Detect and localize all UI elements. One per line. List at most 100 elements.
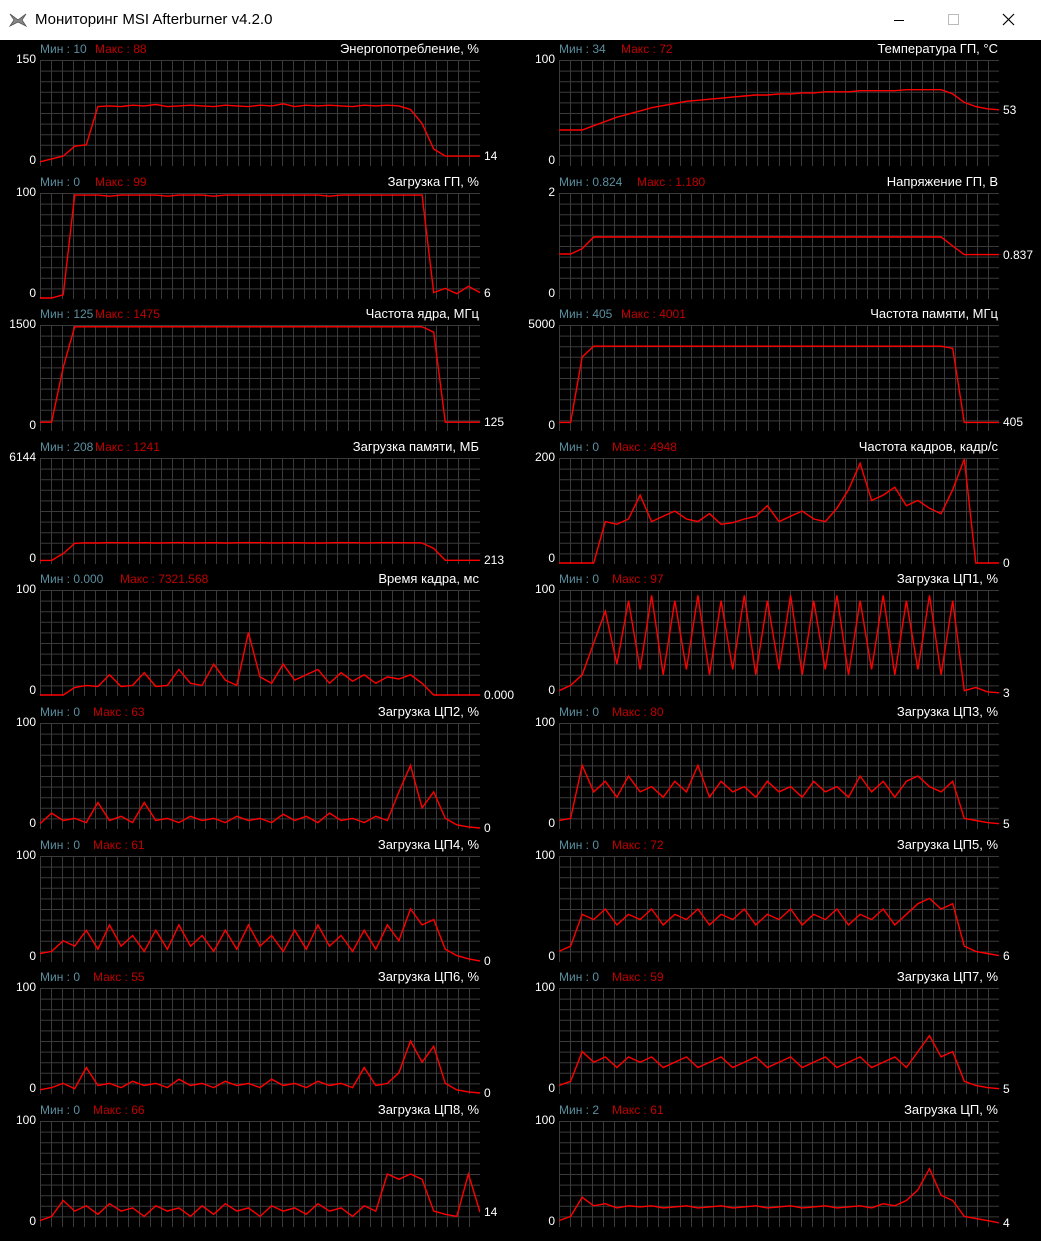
graph-min-label: Мин : 0	[40, 705, 81, 719]
graph-current-value: 5	[1003, 1081, 1010, 1096]
graph-current-value: 0.000	[484, 688, 515, 702]
minimize-button[interactable]	[876, 0, 922, 40]
close-icon	[1002, 13, 1015, 26]
graph-min-label: Мин : 10	[40, 42, 87, 56]
graph-min-label: Мин : 405	[559, 307, 613, 321]
graph-plot	[40, 988, 480, 1094]
graph-min-label: Мин : 0	[559, 572, 600, 586]
graph-title: Загрузка ЦП, %	[904, 1102, 998, 1117]
graph-current-value: 3	[1003, 685, 1010, 700]
graph-panel[interactable]: Мин : 34 Макс : 72 Температура ГП, °С 10…	[520, 40, 1040, 173]
graph-panel[interactable]: Мин : 0 Макс : 97 Загрузка ЦП1, % 100 0 …	[520, 570, 1040, 703]
graph-plot	[559, 590, 999, 696]
graph-panel[interactable]: Мин : 10 Макс : 88 Энергопотребление, % …	[0, 40, 520, 173]
graph-y-max: 6144	[9, 450, 36, 464]
graph-min-label: Мин : 0	[40, 838, 81, 852]
graph-title: Частота кадров, кадр/с	[858, 439, 998, 454]
graph-y-max: 100	[534, 980, 555, 994]
graph-y-min: 0	[548, 949, 555, 963]
graph-panel[interactable]: Мин : 0 Макс : 80 Загрузка ЦП3, % 100 0 …	[520, 703, 1040, 836]
graph-min-label: Мин : 2	[559, 1103, 600, 1117]
graph-max-label: Макс : 72	[612, 838, 664, 852]
graph-y-min: 0	[29, 551, 36, 565]
graph-min-label: Мин : 125	[40, 307, 94, 321]
graph-panel[interactable]: Мин : 405 Макс : 4001 Частота памяти, МГ…	[520, 305, 1040, 438]
graph-y-min: 0	[548, 683, 555, 697]
series-line	[40, 541, 480, 562]
graph-plot	[40, 723, 480, 829]
graph-plot	[40, 60, 480, 166]
graph-y-min: 0	[548, 418, 555, 432]
graph-current-value: 4	[1003, 1215, 1010, 1230]
graph-plot	[40, 193, 480, 299]
graph-panel[interactable]: Мин : 0 Макс : 66 Загрузка ЦП8, % 100 0 …	[0, 1101, 520, 1234]
graph-panel[interactable]: Мин : 0 Макс : 59 Загрузка ЦП7, % 100 0 …	[520, 968, 1040, 1101]
graph-panel[interactable]: Мин : 0 Макс : 4948 Частота кадров, кадр…	[520, 438, 1040, 571]
graph-plot	[40, 590, 480, 696]
series-line	[40, 1171, 480, 1222]
graph-title: Частота памяти, МГц	[870, 306, 998, 321]
maximize-button[interactable]	[930, 0, 976, 40]
graph-title: Загрузка ЦП7, %	[896, 969, 998, 984]
graph-current-value: 0	[484, 1086, 491, 1100]
graph-max-label: Макс : 66	[93, 1103, 145, 1117]
graph-min-label: Мин : 0	[40, 1103, 81, 1117]
graph-y-max: 5000	[528, 317, 555, 331]
graph-max-label: Макс : 88	[95, 42, 147, 56]
graph-title: Напряжение ГП, В	[886, 174, 998, 189]
graph-plot	[559, 988, 999, 1094]
graph-y-min: 0	[548, 816, 555, 830]
graph-max-label: Макс : 97	[612, 572, 664, 586]
graph-panel[interactable]: Мин : 0.824 Макс : 1.180 Напряжение ГП, …	[520, 173, 1040, 306]
graph-max-label: Макс : 1.180	[637, 175, 706, 189]
series-line	[40, 763, 480, 829]
graph-y-max: 100	[534, 1113, 555, 1127]
graph-y-max: 1500	[9, 317, 36, 331]
series-line	[559, 89, 999, 131]
series-line	[559, 595, 999, 694]
close-button[interactable]	[985, 0, 1031, 40]
graph-current-value: 405	[1003, 415, 1024, 430]
maximize-icon	[948, 14, 959, 25]
graph-max-label: Макс : 99	[95, 175, 147, 189]
graph-panel[interactable]: Мин : 0 Макс : 99 Загрузка ГП, % 100 0 6	[0, 173, 520, 306]
graph-y-min: 0	[29, 286, 36, 300]
series-line	[559, 458, 999, 564]
series-line	[559, 897, 999, 957]
graph-panel[interactable]: Мин : 2 Макс : 61 Загрузка ЦП, % 100 0 4	[520, 1101, 1040, 1234]
graph-panel[interactable]: Мин : 0 Макс : 63 Загрузка ЦП2, % 100 0 …	[0, 703, 520, 836]
graph-current-value: 6	[484, 285, 491, 300]
graph-panel[interactable]: Мин : 0 Макс : 72 Загрузка ЦП5, % 100 0 …	[520, 836, 1040, 969]
graph-y-max: 100	[15, 980, 36, 994]
graph-max-label: Макс : 59	[612, 970, 664, 984]
graph-plot	[559, 856, 999, 962]
graph-panel[interactable]: Мин : 0.000 Макс : 7321.568 Время кадра,…	[0, 570, 520, 703]
graph-y-min: 0	[29, 683, 36, 697]
graph-plot	[40, 458, 480, 564]
graph-plot	[559, 723, 999, 829]
graph-y-min: 0	[29, 1214, 36, 1228]
graph-plot	[559, 458, 999, 564]
graph-current-value: 0.837	[1003, 247, 1034, 262]
graph-panel[interactable]: Мин : 0 Макс : 61 Загрузка ЦП4, % 100 0 …	[0, 836, 520, 969]
graph-y-min: 0	[548, 551, 555, 565]
graph-max-label: Макс : 72	[621, 42, 673, 56]
graph-panel[interactable]: Мин : 208 Макс : 1241 Загрузка памяти, М…	[0, 438, 520, 571]
graph-min-label: Мин : 208	[40, 440, 94, 454]
graph-current-value: 0	[484, 954, 491, 968]
series-line	[40, 1039, 480, 1094]
graph-current-value: 0	[484, 821, 491, 835]
graph-panel[interactable]: Мин : 125 Макс : 1475 Частота ядра, МГц …	[0, 305, 520, 438]
graph-min-label: Мин : 34	[559, 42, 606, 56]
graph-current-value: 0	[1003, 556, 1010, 570]
graph-max-label: Макс : 63	[93, 705, 145, 719]
graph-title: Время кадра, мс	[378, 571, 479, 586]
graph-max-label: Макс : 1241	[95, 440, 160, 454]
minimize-icon	[894, 20, 904, 21]
graph-max-label: Макс : 4948	[612, 440, 677, 454]
window-title: Мониторинг MSI Afterburner v4.2.0	[35, 11, 273, 28]
graph-current-value: 14	[484, 149, 498, 164]
graph-panel[interactable]: Мин : 0 Макс : 55 Загрузка ЦП6, % 100 0 …	[0, 968, 520, 1101]
series-line	[559, 1167, 999, 1224]
graph-max-label: Макс : 1475	[95, 307, 160, 321]
